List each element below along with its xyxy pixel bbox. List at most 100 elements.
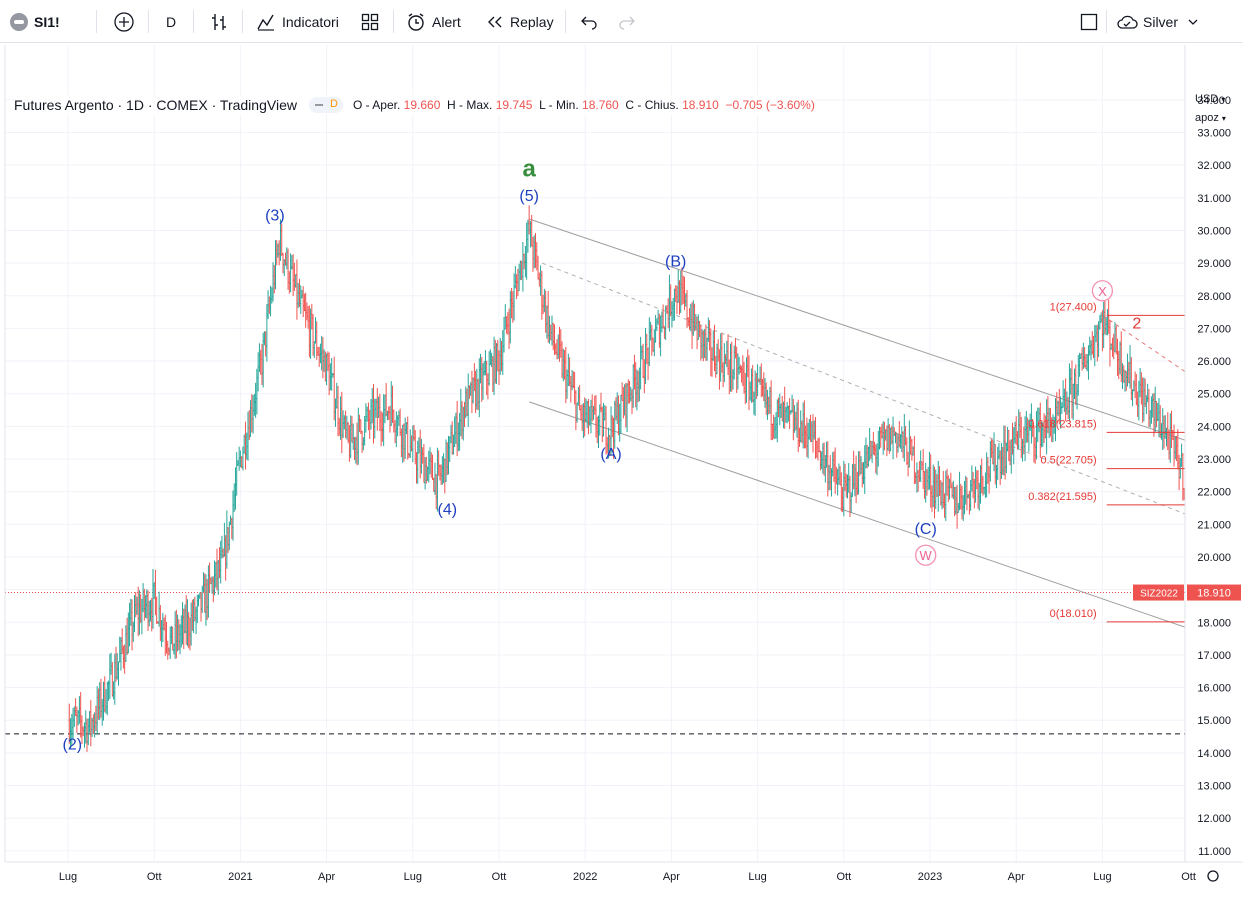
caret-down-icon: ▾ <box>1221 114 1226 123</box>
axes: 11.000 12.000 13.000 14.000 15.000 16.000 17.0… <box>4 45 1243 883</box>
redo-button[interactable] <box>618 0 636 43</box>
wave-label: (B) <box>665 253 686 270</box>
replay-label: Replay <box>510 13 554 30</box>
y-tick-label: 15.000 <box>1197 715 1231 727</box>
x-tick-label: 2021 <box>228 871 252 883</box>
symbol-tag <box>1133 584 1184 601</box>
y-tick-label: 21.000 <box>1197 519 1231 531</box>
x-tick-label: 2023 <box>918 871 942 883</box>
y-tick-label: 26.000 <box>1197 356 1231 368</box>
grid-layout-icon <box>361 13 379 30</box>
grid <box>5 45 1190 862</box>
y-tick-label: 28.000 <box>1197 291 1231 303</box>
wave-label: (5) <box>519 188 539 205</box>
fib-level-label: 0(18.010) <box>1050 608 1097 620</box>
chart-legend: Futures Argento · 1D · COMEX · TradingVi… <box>14 95 815 115</box>
high-value: 19.745 <box>495 98 533 112</box>
channel-lower-line <box>529 401 1243 648</box>
y-tick-label: 14.000 <box>1197 748 1231 760</box>
chart-area[interactable]: 1(27.400) 0.618(23.815) 0.5(22.705) 0.382(2… <box>0 43 1243 904</box>
wave-label: (3) <box>265 208 285 225</box>
x-tick-label: Ott <box>147 871 162 883</box>
wave-label: (C) <box>915 521 937 538</box>
y-tick-label: 11.000 <box>1198 846 1231 858</box>
replay-button[interactable]: Replay <box>486 0 554 43</box>
interval-button[interactable]: D <box>166 0 176 43</box>
price-axis-background <box>1185 45 1243 862</box>
wave-labels: (2)(3)(4)(5)a(A)(B)(C)WX2345(A)ABC(B)(C)… <box>63 156 1243 754</box>
caret-down-icon: ▾ <box>1221 95 1226 104</box>
x-tick-label: Apr <box>663 871 680 883</box>
undo-button[interactable] <box>580 0 598 43</box>
alert-button[interactable]: Alert <box>406 0 461 43</box>
alert-label: Alert <box>432 13 461 30</box>
symbol-label: SI1! <box>34 13 60 30</box>
chart-type-button[interactable] <box>209 0 229 43</box>
price-chart[interactable]: 1(27.400) 0.618(23.815) 0.5(22.705) 0.382(2… <box>0 43 1243 904</box>
channel-upper-line <box>529 218 1243 461</box>
indicators-label: Indicatori <box>282 13 339 30</box>
trend-dashed-line <box>1102 314 1243 412</box>
x-tick-label: Ott <box>1181 871 1196 883</box>
wave-label: (4) <box>437 502 457 519</box>
indicators-button[interactable]: Indicatori <box>256 0 339 43</box>
y-tick-label: 13.000 <box>1197 781 1231 793</box>
y-tick-label: 30.000 <box>1197 225 1231 237</box>
x-tick-label: Lug <box>748 871 766 883</box>
y-tick-label: 20.000 <box>1197 552 1231 564</box>
x-tick-label: Lug <box>59 871 77 883</box>
y-tick-label: 23.000 <box>1197 454 1231 466</box>
rewind-icon <box>488 16 502 27</box>
wave-label: (A) <box>600 446 621 463</box>
symbol-search-button[interactable]: SI1! <box>10 0 60 43</box>
wave-label: X <box>1098 284 1107 299</box>
fib-level-label: 0.382(21.595) <box>1028 491 1097 503</box>
wave-label: a <box>522 156 536 183</box>
chevron-down-icon <box>1188 19 1198 25</box>
layouts-button[interactable] <box>361 0 379 43</box>
y-tick-label: 12.000 <box>1197 813 1231 825</box>
x-tick-label: Ott <box>492 871 507 883</box>
top-toolbar: SI1! D Indicatori <box>0 0 1243 43</box>
close-value: 18.910 <box>682 98 719 112</box>
low-label: L - Min. <box>539 98 579 112</box>
change-value: −0.705 (−3.60%) <box>725 98 815 112</box>
low-value: 18.760 <box>582 98 619 112</box>
candles <box>68 205 1243 752</box>
symbol-tag-label: SIZ2022 <box>1140 589 1178 600</box>
y-tick-label: 17.000 <box>1197 650 1231 662</box>
gear-icon[interactable] <box>1207 870 1219 882</box>
channel-lines <box>5 218 1243 735</box>
x-tick-label: 2022 <box>573 871 597 883</box>
legend-badge[interactable]: D <box>308 97 343 113</box>
y-tick-label: 25.000 <box>1197 389 1231 401</box>
y-tick-label: 33.000 <box>1197 128 1231 140</box>
y-tick-label: 18.000 <box>1197 617 1231 629</box>
currency-label: USD <box>1195 93 1219 105</box>
currency-selector[interactable]: USD ▾ <box>1195 93 1225 105</box>
compare-symbol-button[interactable] <box>113 0 135 43</box>
y-tick-label: 16.000 <box>1197 683 1231 695</box>
wave-label-circle <box>1091 280 1114 302</box>
close-label: C - Chius. <box>625 98 679 112</box>
wave-label: (2) <box>63 737 83 754</box>
fullscreen-button[interactable] <box>1080 0 1098 43</box>
y-tick-label: 31.000 <box>1197 193 1231 205</box>
save-layout-button[interactable]: Silver <box>1116 0 1200 43</box>
ohlc-values: O - Aper. 19.660 H - Max. 19.745 L - Min… <box>353 98 815 112</box>
wave-label: W <box>920 548 933 563</box>
x-tick-label: Lug <box>1093 871 1111 883</box>
high-label: H - Max. <box>447 98 493 112</box>
fib-level-label: 0.5(22.705) <box>1040 455 1096 467</box>
fib-level-label: 0.618(23.815) <box>1028 418 1097 430</box>
plus-circle-icon <box>114 11 134 32</box>
alarm-clock-icon <box>408 12 424 31</box>
open-label: O - Aper. <box>352 98 401 112</box>
wave-label: 2 <box>1132 315 1141 332</box>
symbol-logo-icon <box>10 12 28 31</box>
open-value: 19.660 <box>403 98 441 112</box>
scale-mode-selector[interactable]: apoz ▾ <box>1195 112 1226 124</box>
interval-label: D <box>166 13 177 30</box>
x-tick-label: Apr <box>1008 871 1025 883</box>
x-tick-label: Lug <box>404 871 422 883</box>
